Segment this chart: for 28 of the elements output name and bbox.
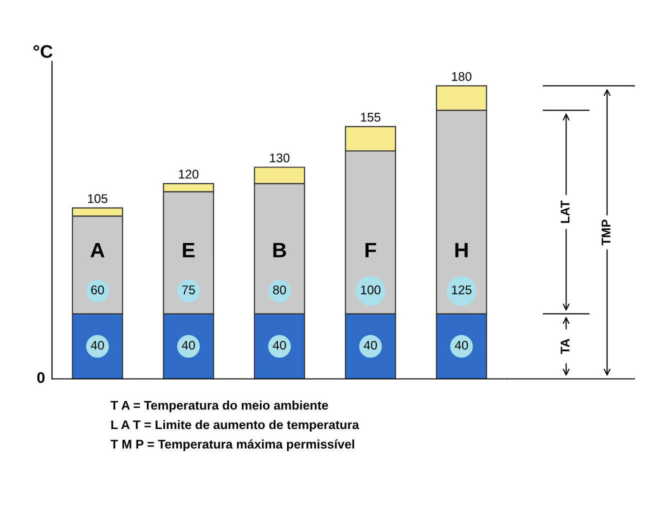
data-label: 75 [182,286,195,294]
data-label: 40 [454,340,468,350]
text: TMP [602,220,610,246]
text: TA [560,338,570,354]
text: T M P = Temperatura máxima permissível [110,439,354,452]
data-label: 40 [90,340,104,350]
x-tick-label: F [366,242,376,258]
data-label: 125 [452,285,472,294]
data-label: 40 [364,340,377,350]
total-label: 130 [270,153,290,162]
data-label: 80 [273,285,286,294]
total-label: 155 [361,112,380,122]
x-tick-label: H [455,242,468,258]
data-label: 40 [272,340,286,350]
text: 0 [37,372,45,383]
total-label: 180 [452,72,472,81]
text: L A T = Limite de aumento de temperatura [111,420,360,432]
total-label: 120 [179,170,198,179]
text: T A = Temperatura do meio ambiente [110,400,328,412]
x-tick-label: E [182,242,195,258]
data-label: 100 [361,285,380,294]
text: LAT [560,200,570,223]
x-tick-label: A [90,242,104,258]
y-axis-title: °C [34,45,53,58]
x-tick-label: B [273,242,286,258]
data-label: 40 [182,340,195,350]
data-label: 60 [91,285,104,294]
total-label: 105 [88,194,108,204]
